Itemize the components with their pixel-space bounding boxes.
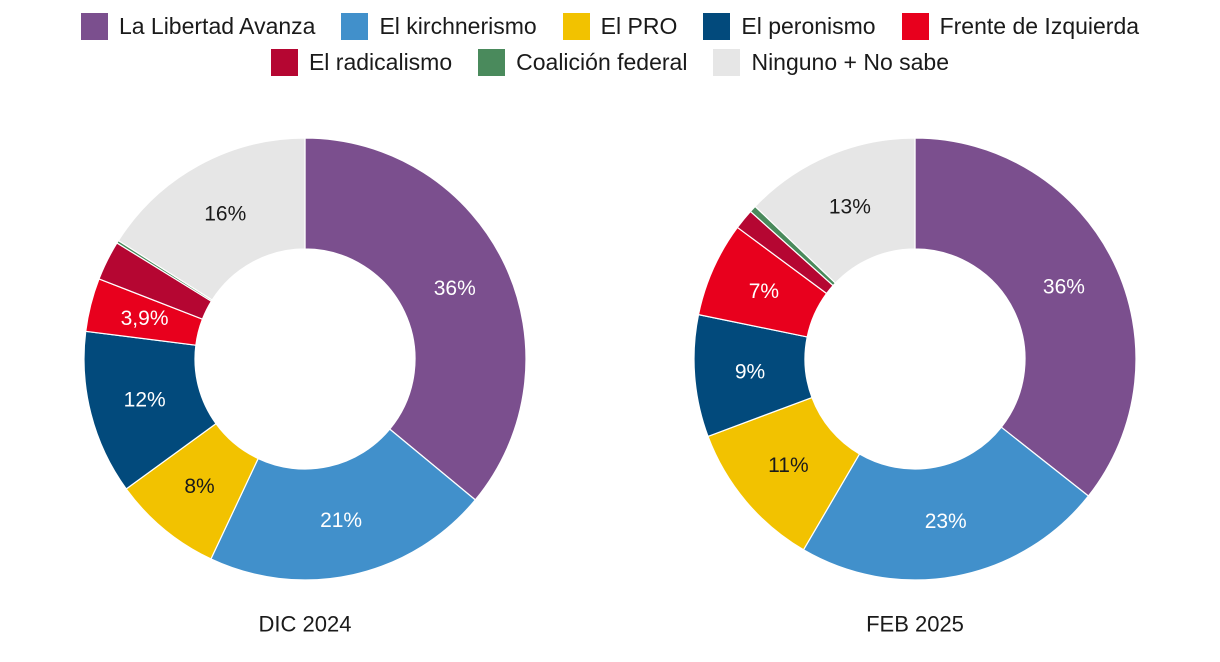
- slice-label-el-pro: 11%: [768, 454, 808, 477]
- slice-label-la-libertad-avanza: 36%: [1043, 275, 1085, 298]
- legend-row-1: La Libertad Avanza El kirchnerismo El PR…: [0, 8, 1220, 44]
- slice-label-el-kirchnerismo: 21%: [320, 509, 362, 532]
- legend-item-frente-de-izquierda: Frente de Izquierda: [901, 12, 1140, 40]
- legend-label: Coalición federal: [516, 48, 688, 75]
- legend-item-coalicion-federal: Coalición federal: [478, 48, 688, 76]
- slice-label-frente-de-izquierda: 7%: [749, 280, 779, 303]
- legend-label: Ninguno + No sabe: [751, 48, 950, 75]
- slice-label-ninguno-no-sabe: 13%: [829, 195, 871, 218]
- legend-item-el-peronismo: El peronismo: [703, 12, 876, 40]
- slice-el-kirchnerismo: [210, 428, 477, 581]
- legend-swatch: [341, 12, 369, 40]
- slice-label-el-kirchnerismo: 23%: [925, 510, 967, 533]
- slice-la-libertad-avanza: [304, 137, 527, 501]
- legend-swatch: [713, 48, 741, 76]
- slice-label-ninguno-no-sabe: 16%: [204, 202, 246, 225]
- legend-item-el-radicalismo: El radicalismo: [270, 48, 453, 76]
- slice-label-la-libertad-avanza: 36%: [434, 277, 476, 300]
- legend-swatch: [80, 12, 108, 40]
- donut-chart-dic-2024: 36% 21% 8% 12% 3,9% 16% DIC 2024: [83, 137, 527, 637]
- legend-swatch: [901, 12, 929, 40]
- slice-label-el-peronismo: 12%: [124, 389, 166, 412]
- legend-item-la-libertad-avanza: La Libertad Avanza: [80, 12, 316, 40]
- donut-chart-feb-2025: 36% 23% 11% 9% 7% 13% FEB 2025: [693, 137, 1137, 637]
- slice-ninguno-no-sabe: [754, 137, 916, 284]
- slice-label-el-peronismo: 9%: [735, 360, 765, 383]
- slice-el-kirchnerismo: [802, 426, 1090, 581]
- legend: La Libertad Avanza El kirchnerismo El PR…: [0, 8, 1220, 80]
- legend-label: El peronismo: [741, 12, 876, 39]
- slice-la-libertad-avanza: [914, 137, 1137, 497]
- legend-swatch: [478, 48, 506, 76]
- legend-swatch: [562, 12, 590, 40]
- legend-label: La Libertad Avanza: [118, 12, 316, 39]
- legend-label: Frente de Izquierda: [939, 12, 1140, 39]
- slice-label-frente-de-izquierda: 3,9%: [121, 307, 169, 330]
- slice-label-el-pro: 8%: [184, 475, 214, 498]
- legend-label: El radicalismo: [308, 48, 453, 75]
- legend-swatch: [703, 12, 731, 40]
- legend-item-ninguno-no-sabe: Ninguno + No sabe: [713, 48, 950, 76]
- legend-row-2: El radicalismo Coalición federal Ninguno…: [0, 44, 1220, 80]
- legend-label: El kirchnerismo: [379, 12, 537, 39]
- legend-label: El PRO: [600, 12, 678, 39]
- legend-item-el-pro: El PRO: [562, 12, 678, 40]
- slice-ninguno-no-sabe: [117, 137, 306, 301]
- legend-item-el-kirchnerismo: El kirchnerismo: [341, 12, 537, 40]
- legend-swatch: [270, 48, 298, 76]
- chart-title: FEB 2025: [866, 612, 964, 637]
- chart-title: DIC 2024: [259, 612, 352, 637]
